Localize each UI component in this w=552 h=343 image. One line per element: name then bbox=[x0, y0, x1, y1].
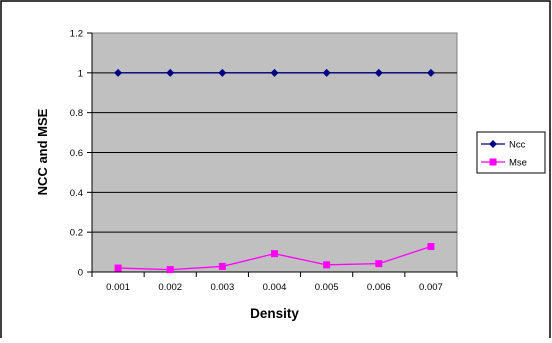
data-point-mse bbox=[375, 260, 383, 268]
data-point-mse bbox=[271, 250, 278, 258]
data-point-ncc bbox=[322, 68, 331, 77]
legend-box bbox=[476, 131, 546, 174]
y-tick-label: 0.2 bbox=[70, 228, 83, 239]
data-point-ncc bbox=[166, 68, 175, 77]
axes: 0 0.2 0.4 0.6 0.8 1 1.2 0.001 0.002 0.003 0.004 0.0… bbox=[70, 29, 458, 293]
y-tick-label: 1 bbox=[78, 68, 83, 79]
legend-label-mse: Mse bbox=[509, 158, 527, 169]
data-point-mse bbox=[114, 264, 122, 272]
data-point-ncc bbox=[374, 68, 383, 77]
data-point-mse bbox=[218, 262, 226, 270]
series bbox=[114, 68, 435, 274]
x-tick-label: 0.001 bbox=[106, 282, 130, 293]
x-tick-label: 0.002 bbox=[158, 282, 182, 293]
x-tick-label: 0.004 bbox=[263, 282, 287, 293]
y-tick-label: 0 bbox=[78, 268, 83, 279]
legend: Ncc Mse bbox=[476, 131, 546, 174]
x-tick-label: 0.003 bbox=[210, 282, 234, 293]
legend-label-ncc: Ncc bbox=[509, 140, 526, 151]
data-point-ncc bbox=[218, 68, 227, 77]
x-axis-title: Density bbox=[250, 306, 299, 321]
legend-marker-ncc bbox=[489, 140, 497, 148]
x-tick-label: 0.007 bbox=[419, 282, 443, 293]
y-tick-label: 0.8 bbox=[70, 108, 83, 119]
data-point-ncc bbox=[426, 68, 435, 77]
data-point-mse bbox=[166, 266, 174, 274]
data-point-mse bbox=[427, 243, 435, 251]
x-tick-label: 0.006 bbox=[367, 282, 391, 293]
y-tick-label: 0.6 bbox=[70, 148, 83, 159]
y-tick-label: 0.4 bbox=[70, 188, 83, 199]
data-point-mse bbox=[323, 261, 331, 269]
data-point-ncc bbox=[114, 68, 123, 77]
y-tick-label: 1.2 bbox=[70, 29, 83, 40]
data-point-ncc bbox=[270, 68, 279, 77]
legend-marker-mse bbox=[489, 158, 497, 166]
x-tick-label: 0.005 bbox=[315, 282, 339, 293]
y-axis-title: NCC and MSE bbox=[35, 108, 50, 195]
